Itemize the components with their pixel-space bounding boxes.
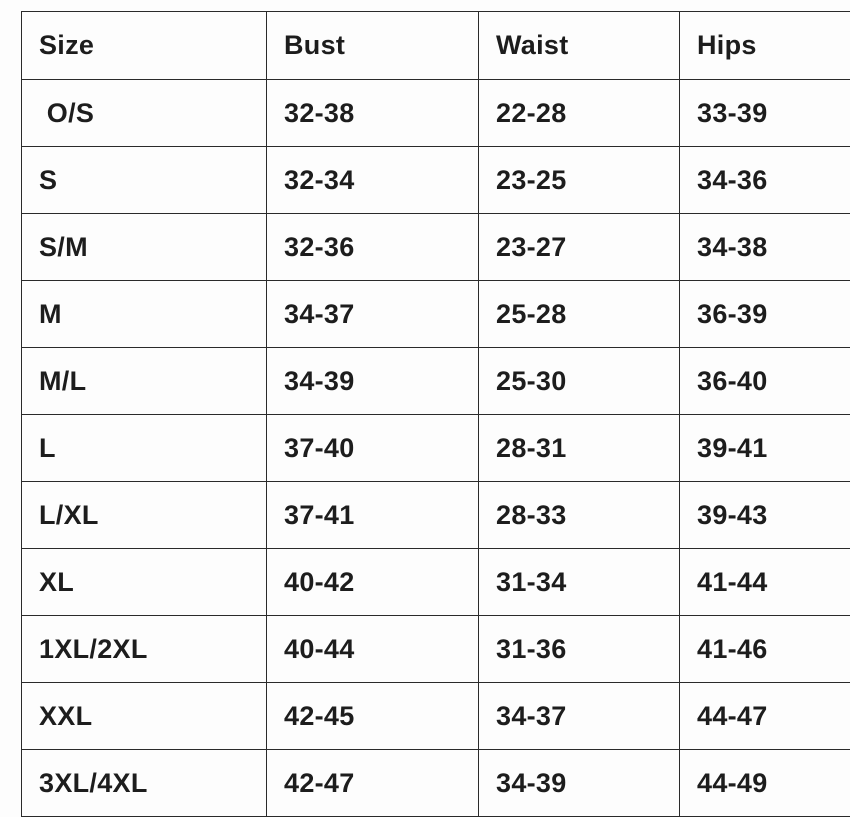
bust-cell: 42-47 [266,749,479,817]
waist-cell: 31-34 [478,548,680,616]
size-cell: XL [21,548,267,616]
bust-cell: 32-34 [266,146,479,214]
column-header-hips: Hips [679,11,850,80]
hips-cell: 44-47 [679,682,850,750]
table-row: XL 40-42 31-34 41-44 [21,548,850,616]
bust-cell: 40-42 [266,548,479,616]
waist-cell: 28-31 [478,414,680,482]
size-cell: XXL [21,682,267,750]
size-cell: M [21,280,267,348]
bust-cell: 37-40 [266,414,479,482]
size-cell: O/S [21,79,267,147]
table-row: M/L 34-39 25-30 36-40 [21,347,850,415]
size-cell: S/M [21,213,267,281]
size-cell: S [21,146,267,214]
column-header-waist: Waist [478,11,680,80]
size-cell: 3XL/4XL [21,749,267,817]
waist-cell: 34-39 [478,749,680,817]
bust-cell: 40-44 [266,615,479,683]
waist-cell: 34-37 [478,682,680,750]
table-row: 3XL/4XL 42-47 34-39 44-49 [21,749,850,817]
hips-cell: 41-46 [679,615,850,683]
table-row: XXL 42-45 34-37 44-47 [21,682,850,750]
waist-cell: 23-25 [478,146,680,214]
hips-cell: 36-39 [679,280,850,348]
table-row: L/XL 37-41 28-33 39-43 [21,481,850,549]
hips-cell: 39-41 [679,414,850,482]
waist-cell: 25-28 [478,280,680,348]
hips-cell: 39-43 [679,481,850,549]
size-chart-container: Size Bust Waist Hips O/S 32-38 22-28 33-… [21,11,850,817]
size-cell: 1XL/2XL [21,615,267,683]
hips-cell: 36-40 [679,347,850,415]
size-cell: L [21,414,267,482]
waist-cell: 31-36 [478,615,680,683]
hips-cell: 34-36 [679,146,850,214]
bust-cell: 32-38 [266,79,479,147]
waist-cell: 22-28 [478,79,680,147]
table-row: S/M 32-36 23-27 34-38 [21,213,850,281]
bust-cell: 34-39 [266,347,479,415]
hips-cell: 41-44 [679,548,850,616]
waist-cell: 25-30 [478,347,680,415]
waist-cell: 23-27 [478,213,680,281]
header-row: Size Bust Waist Hips [21,11,850,80]
table-row: S 32-34 23-25 34-36 [21,146,850,214]
size-chart-table: Size Bust Waist Hips O/S 32-38 22-28 33-… [21,11,850,817]
table-row: O/S 32-38 22-28 33-39 [21,79,850,147]
waist-cell: 28-33 [478,481,680,549]
hips-cell: 44-49 [679,749,850,817]
size-chart-body: O/S 32-38 22-28 33-39 S 32-34 23-25 34-3… [21,79,850,817]
size-cell: L/XL [21,481,267,549]
size-chart-header: Size Bust Waist Hips [21,11,850,80]
column-header-bust: Bust [266,11,479,80]
table-row: L 37-40 28-31 39-41 [21,414,850,482]
hips-cell: 34-38 [679,213,850,281]
bust-cell: 37-41 [266,481,479,549]
bust-cell: 32-36 [266,213,479,281]
size-cell: M/L [21,347,267,415]
table-row: M 34-37 25-28 36-39 [21,280,850,348]
hips-cell: 33-39 [679,79,850,147]
bust-cell: 34-37 [266,280,479,348]
bust-cell: 42-45 [266,682,479,750]
table-row: 1XL/2XL 40-44 31-36 41-46 [21,615,850,683]
column-header-size: Size [21,11,267,80]
